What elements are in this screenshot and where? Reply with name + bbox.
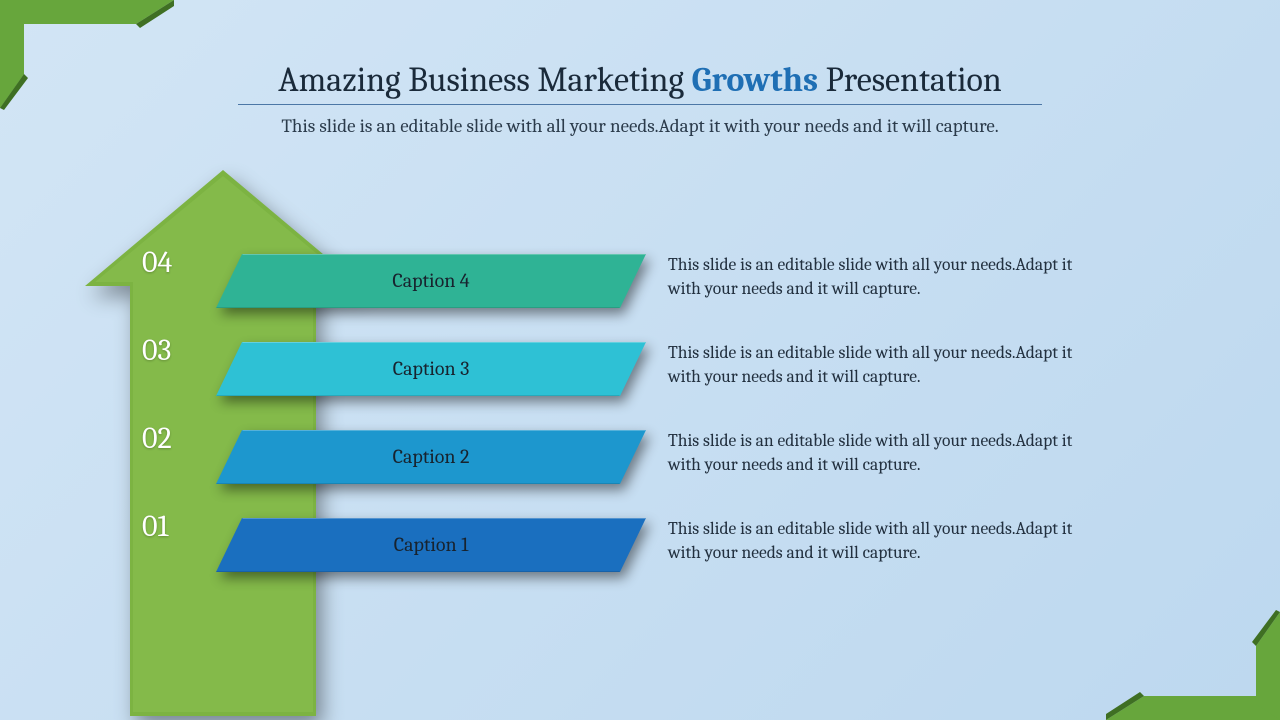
slide-title: Amazing Business Marketing Growths Prese… [238,60,1042,105]
step-ribbon: Caption 2 [216,430,646,484]
title-post: Presentation [818,60,1002,100]
title-block: Amazing Business Marketing Growths Prese… [0,60,1280,137]
step-ribbon: Caption 3 [216,342,646,396]
corner-br-accent [1090,600,1280,720]
slide-subtitle: This slide is an editable slide with all… [0,115,1280,137]
step-number: 04 [142,248,202,278]
step-description: This slide is an editable slide with all… [668,518,1088,565]
step-number: 02 [142,424,202,454]
slide: Amazing Business Marketing Growths Prese… [0,0,1280,720]
step-description: This slide is an editable slide with all… [668,342,1088,389]
title-pre: Amazing Business Marketing [278,60,691,100]
step-number: 01 [142,512,202,542]
step-ribbon: Caption 4 [216,254,646,308]
title-accent: Growths [692,60,819,100]
step-rows: 04Caption 4This slide is an editable sli… [150,248,1088,600]
step-description: This slide is an editable slide with all… [668,430,1088,477]
step-description: This slide is an editable slide with all… [668,254,1088,301]
step-row: 03Caption 3This slide is an editable sli… [150,336,1088,402]
step-row: 04Caption 4This slide is an editable sli… [150,248,1088,314]
step-number: 03 [142,336,202,366]
step-ribbon: Caption 1 [216,518,646,572]
step-row: 01Caption 1This slide is an editable sli… [150,512,1088,578]
step-row: 02Caption 2This slide is an editable sli… [150,424,1088,490]
